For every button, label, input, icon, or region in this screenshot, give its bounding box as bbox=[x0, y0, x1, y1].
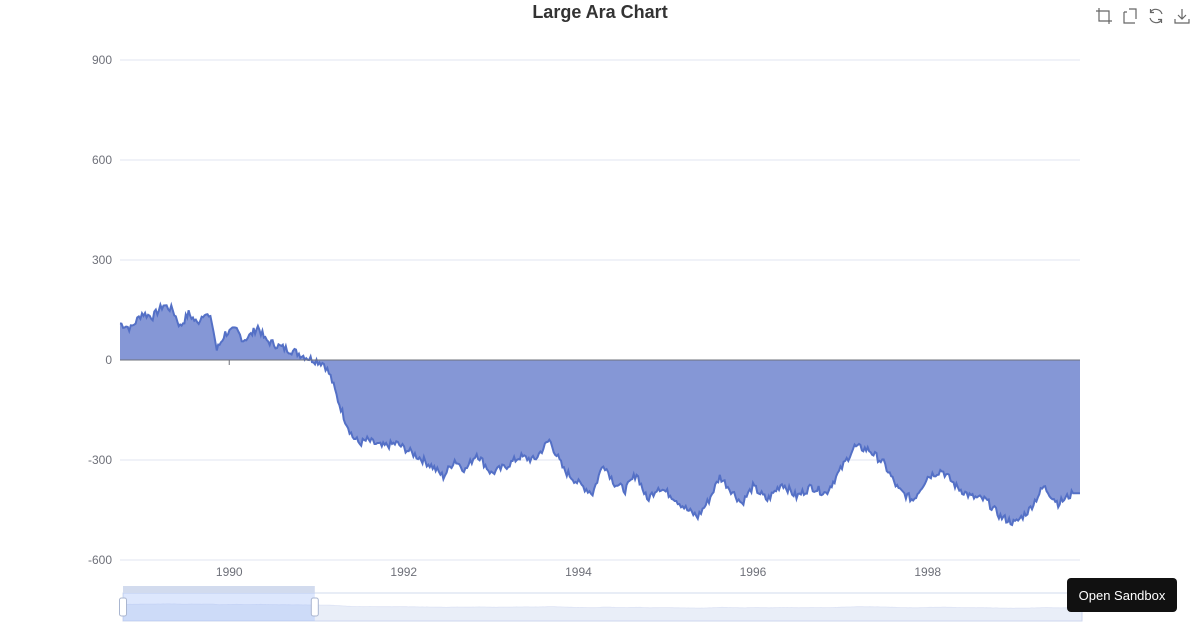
zoom-icon[interactable] bbox=[1094, 6, 1114, 26]
zoom-selection[interactable] bbox=[123, 593, 315, 621]
grid-lines bbox=[120, 59, 1080, 561]
x-tick-label: 1994 bbox=[565, 565, 592, 579]
x-tick-label: 1992 bbox=[390, 565, 417, 579]
zoom-handle-left[interactable] bbox=[119, 597, 127, 617]
open-sandbox-button[interactable]: Open Sandbox bbox=[1067, 578, 1177, 612]
y-tick-label: 600 bbox=[92, 153, 112, 167]
series-area bbox=[119, 301, 1080, 527]
chart-toolbox bbox=[1094, 6, 1192, 26]
series-line bbox=[119, 301, 1080, 527]
y-tick-label: 300 bbox=[92, 253, 112, 267]
y-tick-label: -300 bbox=[88, 453, 112, 467]
x-tick-label: 1998 bbox=[914, 565, 941, 579]
zoom-move-bar bbox=[123, 586, 315, 593]
data-zoom-slider[interactable] bbox=[119, 586, 1083, 622]
zoom-handle-right[interactable] bbox=[310, 597, 319, 617]
y-tick-label: 0 bbox=[105, 353, 112, 367]
restore-icon[interactable] bbox=[1146, 6, 1166, 26]
area-fill bbox=[120, 304, 1080, 525]
x-tick-label: 1990 bbox=[216, 565, 243, 579]
download-icon[interactable] bbox=[1172, 6, 1192, 26]
x-axis: 1990 1992 1994 1996 1998 bbox=[216, 360, 941, 579]
y-tick-label: -600 bbox=[88, 553, 112, 567]
chart-title: Large Ara Chart bbox=[532, 2, 667, 22]
zoom-reset-icon[interactable] bbox=[1120, 6, 1140, 26]
y-axis: 900 600 300 0 -300 -600 bbox=[88, 53, 112, 567]
zoom-preview bbox=[122, 603, 1083, 622]
y-tick-label: 900 bbox=[92, 53, 112, 67]
x-tick-label: 1996 bbox=[740, 565, 767, 579]
